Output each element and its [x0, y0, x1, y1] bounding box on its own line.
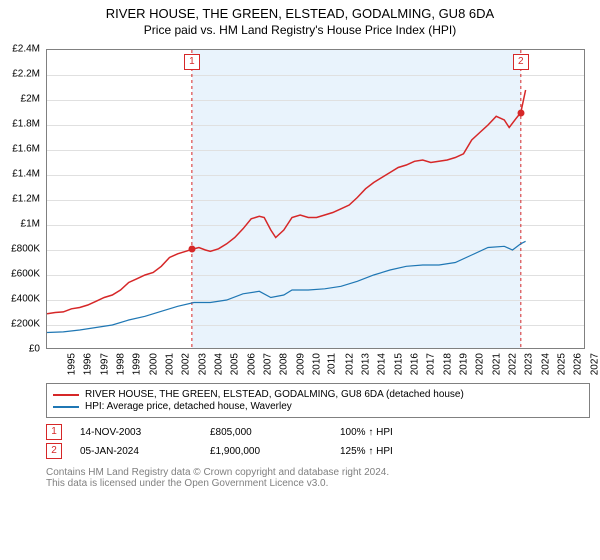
y-tick-label: £2.2M — [2, 69, 40, 80]
legend-swatch — [53, 394, 79, 396]
y-tick-label: £600K — [2, 269, 40, 280]
x-tick-label: 2025 — [556, 353, 567, 375]
footer-line2: This data is licensed under the Open Gov… — [46, 478, 590, 489]
y-tick-label: £1.8M — [2, 119, 40, 130]
x-tick-label: 2015 — [393, 353, 404, 375]
legend-item: HPI: Average price, detached house, Wave… — [53, 401, 583, 412]
data-row: 2 05-JAN-2024£1,900,000125% ↑ HPI — [46, 443, 590, 459]
x-tick-label: 2003 — [197, 353, 208, 375]
x-tick-label: 2005 — [230, 353, 241, 375]
y-tick-label: £0 — [2, 344, 40, 355]
y-tick-label: £1.6M — [2, 144, 40, 155]
marker-dot-1 — [188, 246, 195, 253]
x-tick-label: 2010 — [311, 353, 322, 375]
marker-box-2: 2 — [513, 54, 529, 70]
x-tick-label: 2023 — [524, 353, 535, 375]
x-tick-label: 2017 — [426, 353, 437, 375]
x-tick-label: 1998 — [115, 353, 126, 375]
y-tick-label: £1.2M — [2, 194, 40, 205]
x-tick-label: 2020 — [475, 353, 486, 375]
x-tick-label: 1996 — [83, 353, 94, 375]
marker-dot-2 — [517, 109, 524, 116]
chart-subtitle: Price paid vs. HM Land Registry's House … — [0, 23, 600, 37]
x-tick-label: 2016 — [409, 353, 420, 375]
y-tick-label: £400K — [2, 294, 40, 305]
chart-title-address: RIVER HOUSE, THE GREEN, ELSTEAD, GODALMI… — [0, 6, 600, 21]
y-tick-label: £2.4M — [2, 44, 40, 55]
data-row-marker: 2 — [46, 443, 62, 459]
x-tick-label: 2027 — [589, 353, 600, 375]
data-row-date: 05-JAN-2024 — [80, 446, 210, 457]
x-tick-label: 2011 — [327, 353, 338, 375]
y-tick-label: £1.4M — [2, 169, 40, 180]
x-tick-label: 2022 — [507, 353, 518, 375]
data-row-date: 14-NOV-2003 — [80, 427, 210, 438]
data-row: 1 14-NOV-2003£805,000100% ↑ HPI — [46, 424, 590, 440]
data-row-price: £1,900,000 — [210, 446, 340, 457]
data-row-pct: 100% ↑ HPI — [340, 427, 440, 438]
series-price_paid — [47, 90, 526, 314]
legend-label: HPI: Average price, detached house, Wave… — [85, 401, 292, 412]
x-tick-label: 2006 — [246, 353, 257, 375]
x-tick-label: 1999 — [132, 353, 143, 375]
data-row-marker: 1 — [46, 424, 62, 440]
data-row-pct: 125% ↑ HPI — [340, 446, 440, 457]
marker-data-table: 1 14-NOV-2003£805,000100% ↑ HPI 2 05-JAN-20… — [46, 424, 590, 459]
x-axis-labels: 1995 1996 1997 1998 1999 2000 2001 2002 2003 2004… — [46, 353, 585, 387]
x-tick-label: 2019 — [458, 353, 469, 375]
series-svg — [47, 50, 586, 350]
legend-swatch — [53, 406, 79, 408]
x-tick-label: 1995 — [66, 353, 77, 375]
y-tick-label: £200K — [2, 319, 40, 330]
x-tick-label: 2018 — [442, 353, 453, 375]
footer-line1: Contains HM Land Registry data © Crown c… — [46, 467, 590, 478]
x-tick-label: 2002 — [181, 353, 192, 375]
y-tick-label: £800K — [2, 244, 40, 255]
x-tick-label: 2026 — [573, 353, 584, 375]
x-tick-label: 2001 — [164, 353, 175, 375]
x-tick-label: 2014 — [377, 353, 388, 375]
x-tick-label: 2007 — [262, 353, 273, 375]
chart-container: £0 £200K £400K £600K £800K £1M £1.2M £1.4M £1.6M… — [0, 43, 600, 381]
x-tick-label: 2004 — [213, 353, 224, 375]
legend-label: RIVER HOUSE, THE GREEN, ELSTEAD, GODALMI… — [85, 389, 464, 400]
x-tick-label: 2021 — [491, 353, 502, 375]
plot-area: 12 — [46, 49, 585, 349]
data-row-price: £805,000 — [210, 427, 340, 438]
legend: RIVER HOUSE, THE GREEN, ELSTEAD, GODALMI… — [46, 383, 590, 418]
footer: Contains HM Land Registry data © Crown c… — [46, 467, 590, 489]
y-tick-label: £1M — [2, 219, 40, 230]
x-tick-label: 2012 — [344, 353, 355, 375]
y-tick-label: £2M — [2, 94, 40, 105]
legend-item: RIVER HOUSE, THE GREEN, ELSTEAD, GODALMI… — [53, 389, 583, 400]
x-tick-label: 2000 — [148, 353, 159, 375]
x-tick-label: 2009 — [295, 353, 306, 375]
x-tick-label: 2013 — [360, 353, 371, 375]
marker-box-1: 1 — [184, 54, 200, 70]
x-tick-label: 2008 — [279, 353, 290, 375]
x-tick-label: 2024 — [540, 353, 551, 375]
x-tick-label: 1997 — [99, 353, 110, 375]
series-hpi — [47, 241, 526, 332]
